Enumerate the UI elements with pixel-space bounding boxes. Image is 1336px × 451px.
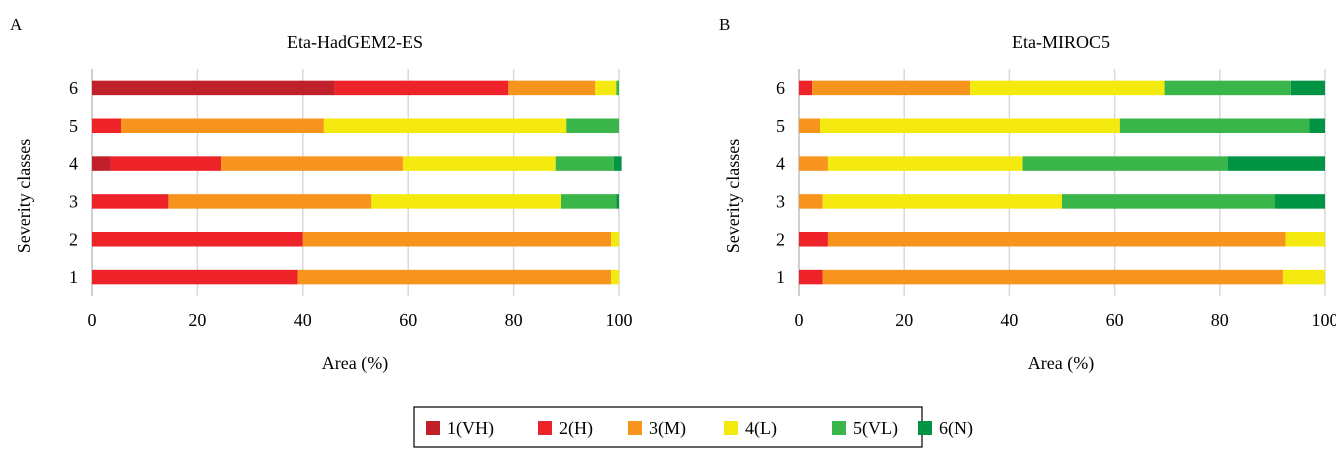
y-tick-label: 6 — [776, 78, 785, 98]
bar-segment-3m — [799, 156, 828, 171]
bar-segment-4l — [611, 232, 619, 247]
legend-label: 2(H) — [559, 418, 593, 439]
bar-segment-2h — [334, 80, 509, 96]
bar-segment-4l — [822, 194, 1062, 209]
y-tick-label: 2 — [776, 229, 785, 249]
bar-segment-2h — [92, 269, 298, 285]
bar-segment-3m — [822, 269, 1283, 285]
bar-segment-3m — [508, 80, 596, 96]
y-tick-label: 3 — [69, 191, 78, 211]
panel-a: A Eta-HadGEM2-ES Severity classes Area (… — [10, 15, 633, 374]
bar-segment-6n — [613, 156, 622, 171]
bar-segment-3m — [827, 232, 1286, 247]
bar-segment-4l — [827, 156, 1023, 171]
x-tick-label: 20 — [895, 310, 913, 330]
x-tick-label: 60 — [1106, 310, 1124, 330]
bar-segment-5vl — [1022, 156, 1228, 171]
bar-segment-4l — [611, 269, 619, 285]
y-tick-label: 4 — [776, 154, 785, 174]
bar-segment-6n — [1227, 156, 1325, 171]
bar-segment-3m — [221, 156, 403, 171]
panel-b: B Eta-MIROC5 Severity classes Area (%) 0… — [719, 15, 1336, 374]
bar-segment-6n — [1309, 118, 1325, 133]
y-tick-label: 4 — [69, 154, 78, 174]
bar-segment-3m — [297, 269, 612, 285]
bar-segment-5vl — [1062, 194, 1276, 209]
bar-segment-4l — [323, 118, 567, 133]
bar-segment-5vl — [616, 80, 619, 96]
bar-segment-4l — [1285, 232, 1325, 247]
bar-segment-3m — [120, 118, 324, 133]
x-tick-label: 80 — [1211, 310, 1229, 330]
y-tick-label: 1 — [69, 267, 78, 287]
y-tick-label: 2 — [69, 229, 78, 249]
x-axis-label: Area (%) — [1028, 353, 1094, 374]
chart-title: Eta-MIROC5 — [1012, 32, 1110, 52]
x-tick-label: 20 — [188, 310, 206, 330]
bar-segment-6n — [616, 194, 619, 209]
bar-segment-3m — [799, 118, 821, 133]
legend-label: 6(N) — [939, 418, 973, 439]
x-tick-label: 100 — [1312, 310, 1336, 330]
x-axis-label: Area (%) — [322, 353, 388, 374]
x-tick-label: 80 — [505, 310, 523, 330]
bar-segment-2h — [92, 232, 303, 247]
x-tick-label: 40 — [1000, 310, 1018, 330]
bar-segment-3m — [302, 232, 612, 247]
bar-segment-2h — [92, 194, 169, 209]
bar-segment-1vh — [92, 156, 111, 171]
x-tick-label: 60 — [399, 310, 417, 330]
bar-segment-4l — [969, 80, 1165, 96]
y-tick-label: 5 — [776, 116, 785, 136]
legend-swatch — [628, 421, 642, 435]
legend-label: 3(M) — [649, 418, 686, 439]
bar-segment-4l — [402, 156, 556, 171]
bar-segment-2h — [799, 232, 828, 247]
chart-title: Eta-HadGEM2-ES — [287, 32, 423, 52]
panel-letter: B — [719, 15, 730, 34]
x-tick-label: 0 — [795, 310, 804, 330]
x-tick-label: 100 — [606, 310, 633, 330]
bar-segment-4l — [1282, 269, 1325, 285]
legend-swatch — [918, 421, 932, 435]
bar-segment-2h — [799, 80, 813, 96]
bar-segment-3m — [168, 194, 372, 209]
bar-segment-4l — [820, 118, 1120, 133]
bar-segment-5vl — [1164, 80, 1291, 96]
y-axis-label: Severity classes — [723, 139, 743, 253]
bar-segment-6n — [1290, 80, 1325, 96]
bar-segment-5vl — [566, 118, 619, 133]
bar-segment-2h — [110, 156, 222, 171]
y-tick-label: 1 — [776, 267, 785, 287]
bar-segment-2h — [92, 118, 121, 133]
bar-segment-2h — [799, 269, 823, 285]
bar-segment-3m — [799, 194, 823, 209]
legend-swatch — [724, 421, 738, 435]
legend: 1(VH) 2(H) 3(M) 4(L) 5(VL) 6(N) — [413, 406, 973, 448]
x-tick-label: 40 — [294, 310, 312, 330]
legend-swatch — [538, 421, 552, 435]
bar-segment-4l — [595, 80, 617, 96]
bar-segment-3m — [812, 80, 970, 96]
bar-segment-1vh — [92, 80, 335, 96]
bar-segment-5vl — [555, 156, 614, 171]
y-axis-label: Severity classes — [14, 139, 34, 253]
bar-segment-6n — [1275, 194, 1325, 209]
panel-letter: A — [10, 15, 23, 34]
legend-swatch — [832, 421, 846, 435]
y-tick-label: 3 — [776, 191, 785, 211]
legend-label: 4(L) — [745, 418, 777, 439]
legend-label: 5(VL) — [853, 418, 898, 439]
x-tick-label: 0 — [88, 310, 97, 330]
legend-label: 1(VH) — [447, 418, 494, 439]
bar-segment-4l — [371, 194, 562, 209]
bar-segment-5vl — [1119, 118, 1310, 133]
legend-swatch — [426, 421, 440, 435]
y-tick-label: 5 — [69, 116, 78, 136]
y-tick-label: 6 — [69, 78, 78, 98]
bar-segment-5vl — [561, 194, 617, 209]
